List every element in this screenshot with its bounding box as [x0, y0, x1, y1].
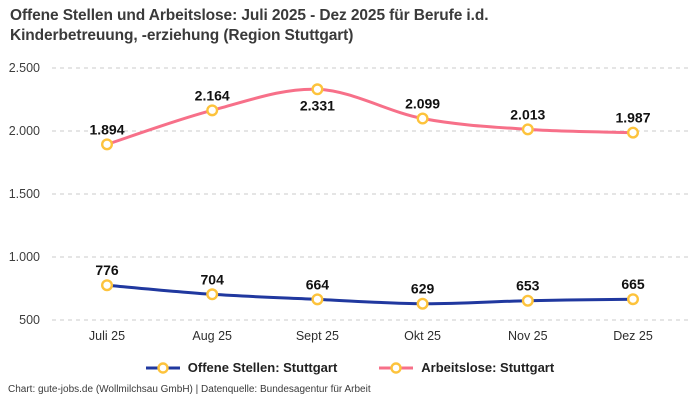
data-point-offene-stellen[interactable] — [416, 297, 429, 310]
data-point-arbeitslose[interactable] — [206, 104, 219, 117]
data-label-arbeitslose: 2.164 — [195, 87, 230, 103]
data-point-offene-stellen[interactable] — [100, 279, 113, 292]
x-tick-label: Sept 25 — [296, 329, 339, 343]
data-label-arbeitslose: 1.987 — [615, 110, 650, 126]
data-point-offene-stellen[interactable] — [627, 293, 640, 306]
x-tick-label: Dez 25 — [613, 329, 653, 343]
legend-label-offene-stellen: Offene Stellen: Stuttgart — [187, 360, 338, 375]
data-label-offene-stellen: 665 — [621, 276, 645, 292]
chart-source-footer: Chart: gute-jobs.de (Wollmilchsau GmbH) … — [8, 384, 371, 395]
y-tick-label: 2.500 — [9, 61, 40, 75]
data-point-offene-stellen[interactable] — [521, 294, 534, 307]
chart-legend: Offene Stellen: Stuttgart Arbeitslose: St… — [0, 360, 700, 375]
x-tick-label: Juli 25 — [89, 329, 125, 343]
y-tick-label: 500 — [19, 313, 40, 327]
data-label-offene-stellen: 704 — [201, 271, 225, 287]
data-point-arbeitslose[interactable] — [627, 126, 640, 139]
series-line-arbeitslose — [105, 87, 635, 146]
data-point-arbeitslose[interactable] — [521, 123, 534, 136]
data-label-arbeitslose: 2.013 — [510, 106, 545, 122]
y-tick-label: 1.500 — [9, 187, 40, 201]
chart-title: Offene Stellen und Arbeitslose: Juli 202… — [10, 7, 489, 45]
x-tick-label: Okt 25 — [404, 329, 441, 343]
legend-item-offene-stellen[interactable]: Offene Stellen: Stuttgart — [145, 360, 338, 375]
legend-swatch-arbeitslose — [379, 361, 414, 374]
data-label-arbeitslose: 1.894 — [89, 121, 124, 137]
y-tick-label: 1.000 — [9, 250, 40, 264]
y-tick-label: 2.000 — [9, 124, 40, 138]
data-point-arbeitslose[interactable] — [416, 112, 429, 125]
data-label-offene-stellen: 664 — [306, 276, 330, 292]
legend-label-arbeitslose: Arbeitslose: Stuttgart — [421, 360, 555, 375]
series-line-offene-stellen — [105, 283, 635, 306]
data-point-arbeitslose[interactable] — [311, 83, 324, 96]
data-label-offene-stellen: 629 — [411, 281, 435, 297]
data-label-arbeitslose: 2.099 — [405, 96, 440, 112]
data-label-offene-stellen: 653 — [516, 278, 540, 294]
x-tick-label: Nov 25 — [508, 329, 548, 343]
data-point-offene-stellen[interactable] — [311, 293, 324, 306]
legend-item-arbeitslose[interactable]: Arbeitslose: Stuttgart — [379, 360, 554, 375]
x-tick-label: Aug 25 — [192, 329, 232, 343]
data-point-offene-stellen[interactable] — [206, 288, 219, 301]
data-point-arbeitslose[interactable] — [100, 138, 113, 151]
data-label-arbeitslose: 2.331 — [300, 97, 335, 113]
legend-swatch-offene-stellen — [145, 361, 180, 374]
data-label-offene-stellen: 776 — [95, 262, 119, 278]
